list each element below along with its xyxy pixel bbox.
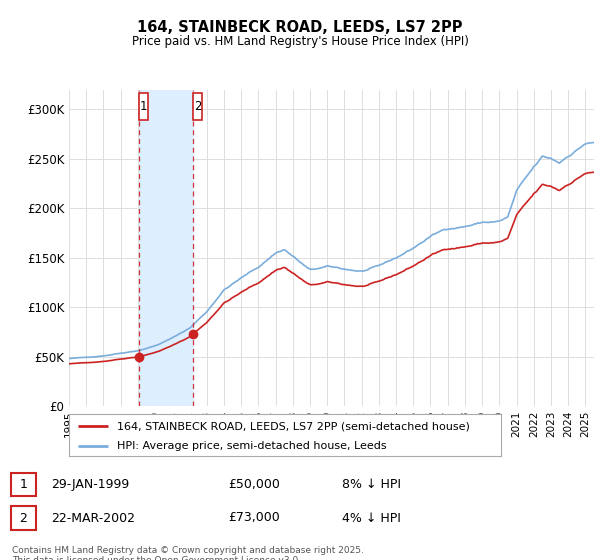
Text: Price paid vs. HM Land Registry's House Price Index (HPI): Price paid vs. HM Land Registry's House … xyxy=(131,35,469,48)
Text: £50,000: £50,000 xyxy=(228,478,280,491)
Text: 164, STAINBECK ROAD, LEEDS, LS7 2PP: 164, STAINBECK ROAD, LEEDS, LS7 2PP xyxy=(137,20,463,35)
Bar xyxy=(193,93,202,120)
Text: Contains HM Land Registry data © Crown copyright and database right 2025.
This d: Contains HM Land Registry data © Crown c… xyxy=(12,546,364,560)
Text: 2: 2 xyxy=(194,100,201,113)
Text: HPI: Average price, semi-detached house, Leeds: HPI: Average price, semi-detached house,… xyxy=(116,441,386,451)
Text: 8% ↓ HPI: 8% ↓ HPI xyxy=(342,478,401,491)
Text: 29-JAN-1999: 29-JAN-1999 xyxy=(51,478,129,491)
Text: 1: 1 xyxy=(140,100,147,113)
Text: 22-MAR-2002: 22-MAR-2002 xyxy=(51,511,135,525)
Text: 2: 2 xyxy=(19,511,28,525)
Bar xyxy=(139,93,148,120)
Text: 4% ↓ HPI: 4% ↓ HPI xyxy=(342,511,401,525)
Text: 1: 1 xyxy=(19,478,28,491)
Text: 164, STAINBECK ROAD, LEEDS, LS7 2PP (semi-detached house): 164, STAINBECK ROAD, LEEDS, LS7 2PP (sem… xyxy=(116,421,469,431)
Text: £73,000: £73,000 xyxy=(228,511,280,525)
Bar xyxy=(139,90,193,406)
